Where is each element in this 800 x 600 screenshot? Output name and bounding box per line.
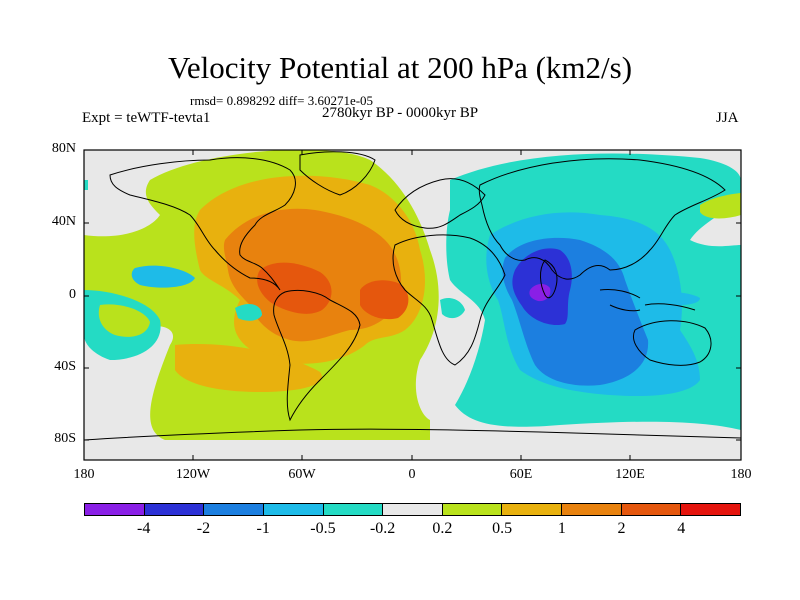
lat-label-0: 0 [69, 287, 76, 302]
lat-label-80n: 80N [51, 141, 76, 156]
colorbar-box [383, 504, 443, 515]
colorbar-label: -4 [137, 520, 151, 537]
colorbar-box [562, 504, 622, 515]
lon-label-60e: 60E [509, 467, 533, 482]
coastline-antarctica [84, 428, 741, 441]
lon-label-120w: 120W [175, 467, 211, 482]
coastline-greenland [299, 151, 376, 196]
stats-line: rmsd= 0.898292 diff= 3.60271e-05 [190, 93, 374, 108]
colorbar-label: -0.5 [310, 520, 336, 537]
lon-label-120e: 120E [615, 467, 645, 482]
contour-positive-0.5-south [175, 344, 322, 392]
coastline-australia [633, 320, 712, 366]
colorbar-box [442, 504, 503, 515]
colorbar-box [144, 504, 205, 515]
colorbar-label: 4 [677, 520, 686, 537]
contour-positive-2-east [360, 280, 409, 320]
contour-negative-patch-8 [84, 180, 88, 190]
experiment-label: Expt = teWTF-tevta1 [82, 110, 211, 126]
axis-ticks [83, 149, 742, 460]
colorbar-box [85, 504, 145, 515]
lon-label-0: 0 [408, 467, 416, 482]
contour-negative-patch-6 [728, 336, 741, 350]
plot-title: Velocity Potential at 200 hPa (km2/s) [167, 50, 633, 85]
lon-label-180-left: 180 [73, 467, 95, 482]
contour-negative-4 [529, 284, 551, 302]
lat-label-40n: 40N [51, 214, 76, 229]
colorbar-box [621, 504, 682, 515]
colorbar-label: 0.5 [492, 520, 513, 537]
contour-negative-patch-7 [700, 193, 741, 219]
colorbar-box [263, 504, 324, 515]
contour-negative-patch-3 [235, 304, 262, 321]
colorbar-label: 0.2 [432, 520, 453, 537]
contour-fields [84, 150, 741, 460]
lon-label-60w: 60W [288, 467, 316, 482]
colorbar-box [502, 504, 563, 515]
coastline-africa [392, 234, 506, 366]
colorbar-box [323, 504, 384, 515]
colorbar-box [681, 504, 741, 515]
lon-label-180-right: 180 [730, 467, 752, 482]
contour-negative-patch-5 [655, 292, 700, 306]
colorbar-label: -0.2 [369, 520, 396, 537]
period-label: 2780kyr BP - 0000kyr BP [322, 105, 479, 121]
colorbar-label: -2 [196, 520, 211, 537]
colorbar-label: 2 [617, 520, 626, 537]
season-label: JJA [716, 110, 739, 126]
lat-label-40s: 40S [54, 359, 76, 374]
colorbar [84, 503, 741, 516]
coastlines [84, 151, 741, 441]
coastline-asia [478, 158, 726, 280]
coastline-south-america [273, 289, 361, 422]
contour-negative-patch-4 [440, 298, 465, 319]
colorbar-box [204, 504, 264, 515]
colorbar-label: 1 [557, 520, 566, 537]
coastline-india [540, 259, 558, 299]
contour-negative-patch-2 [131, 265, 195, 288]
coastline-europe [394, 178, 486, 229]
colorbar-label: -1 [256, 520, 270, 537]
coastline-maritime [599, 289, 696, 312]
contour-positive-0.2-inner [98, 304, 150, 337]
coastline-north-america [109, 157, 296, 291]
lat-label-80s: 80S [54, 431, 76, 446]
